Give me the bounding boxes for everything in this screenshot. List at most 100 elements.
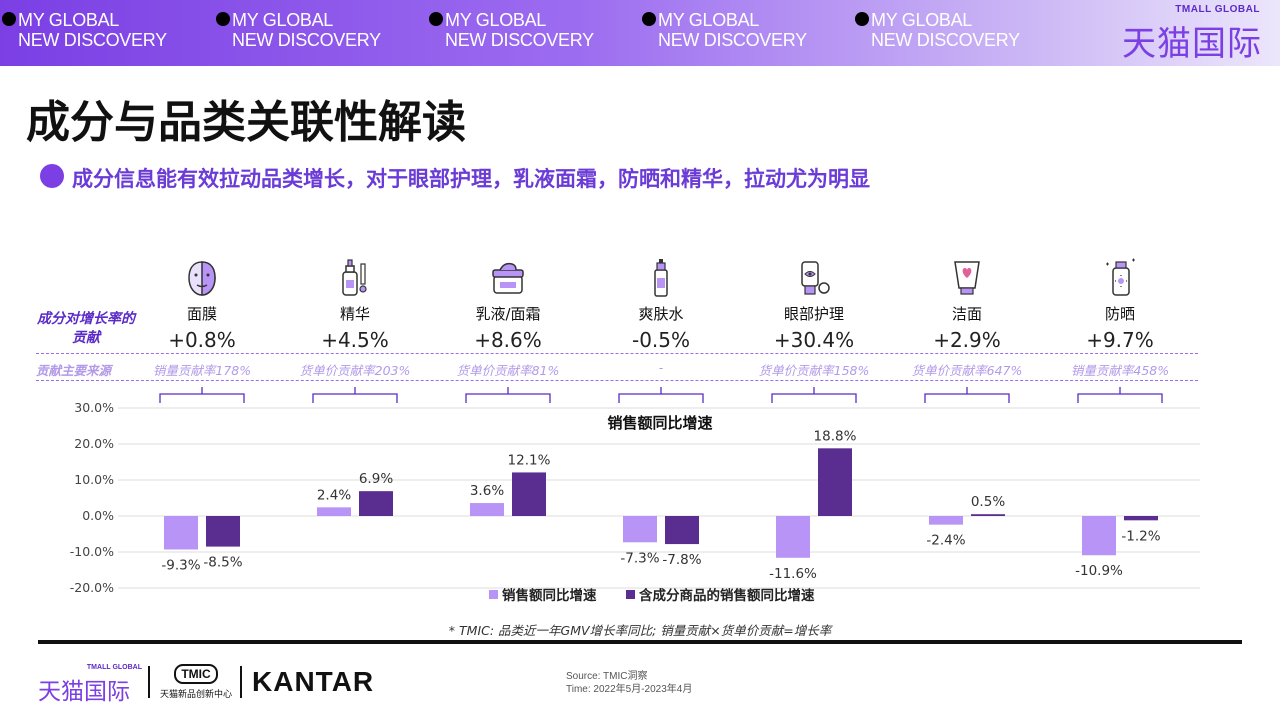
footer-brand-zh: 天猫国际	[38, 679, 130, 705]
category-brace	[1077, 387, 1163, 403]
data-label: -8.5%	[203, 555, 242, 571]
category-name: 眼部护理	[783, 305, 844, 323]
chart-bar	[470, 503, 504, 516]
data-label: 12.1%	[508, 452, 551, 468]
chart-bar	[512, 472, 546, 516]
subtitle-bullet	[40, 164, 64, 188]
tag-line-1: MY GLOBAL	[232, 10, 334, 30]
data-label: -11.6%	[769, 566, 817, 582]
y-tick-label: 20.0%	[74, 436, 114, 451]
banner-tag: MY GLOBAL NEW DISCOVERY	[429, 10, 594, 50]
data-label: -9.3%	[161, 557, 200, 573]
tag-line-1: MY GLOBAL	[658, 10, 760, 30]
brand-zh: 天猫国际	[1122, 24, 1262, 64]
tmall-global-footer-logo: TMALL GLOBAL 天猫国际	[38, 664, 142, 705]
category-name: 面膜	[186, 305, 217, 323]
chart-bar	[317, 507, 351, 516]
contribution-value: +4.5%	[321, 328, 389, 352]
category-brace	[771, 387, 857, 403]
category-brace	[465, 387, 551, 403]
data-label: -7.8%	[662, 552, 701, 568]
chart-bar	[623, 516, 657, 543]
logo-separator	[148, 666, 150, 698]
bullet-dot	[216, 12, 230, 26]
legend-label: 含成分商品的销售额同比增速	[639, 587, 815, 604]
tag-line-1: MY GLOBAL	[445, 10, 547, 30]
bullet-dot	[2, 12, 16, 26]
data-label: -10.9%	[1075, 563, 1123, 579]
data-label: 0.5%	[971, 494, 1005, 510]
chart-title: 销售额同比增速	[607, 414, 712, 432]
category-name: 爽肤水	[638, 305, 684, 323]
face-mask-icon	[188, 261, 216, 296]
cream-jar-icon	[492, 262, 524, 294]
category-brace	[312, 387, 398, 403]
source-note: Source: TMIC洞察 Time: 2022年5月-2023年4月	[566, 670, 692, 696]
category-brace	[159, 387, 245, 403]
category-name: 洁面	[951, 305, 982, 323]
contribution-source: 货单价贡献率81%	[456, 363, 560, 378]
top-banner: MY GLOBAL NEW DISCOVERY MY GLOBAL NEW DI…	[0, 0, 1280, 66]
contribution-value: +30.4%	[773, 328, 855, 352]
y-tick-label: 10.0%	[74, 472, 114, 487]
contribution-source: -	[658, 360, 664, 375]
chart-bar	[971, 514, 1005, 516]
chart-bar	[665, 516, 699, 545]
footer-brand-en: TMALL GLOBAL	[86, 664, 142, 671]
contribution-source: 货单价贡献率203%	[299, 363, 411, 378]
contribution-source: 货单价贡献率158%	[758, 363, 870, 378]
tmic-cn: 天猫新品创新中心	[159, 690, 232, 700]
kantar-logo: KANTAR	[252, 666, 375, 697]
data-label: -7.3%	[620, 550, 659, 566]
brand-en: TMALL GLOBAL	[1175, 4, 1260, 15]
tag-line-1: MY GLOBAL	[871, 10, 973, 30]
chart-bar	[929, 516, 963, 525]
bullet-dot	[642, 12, 656, 26]
bullet-dot	[429, 12, 443, 26]
chart-bar	[206, 516, 240, 547]
tag-line-2: NEW DISCOVERY	[871, 30, 1020, 50]
chart-bar	[164, 516, 198, 550]
contribution-source: 销量贡献率178%	[152, 363, 252, 378]
category-name: 防晒	[1104, 305, 1135, 323]
data-label: 3.6%	[470, 483, 504, 499]
logo-separator	[240, 666, 242, 698]
tmall-global-logo: TMALL GLOBAL 天猫国际	[1102, 4, 1262, 64]
serum-dropper-icon	[342, 259, 367, 296]
data-label: -1.2%	[1121, 528, 1160, 544]
time-line: Time: 2022年5月-2023年4月	[566, 684, 693, 695]
legend-swatch	[626, 590, 635, 599]
contribution-source: 销量贡献率458%	[1070, 363, 1170, 378]
tag-line-2: NEW DISCOVERY	[445, 30, 594, 50]
footer-rule	[38, 640, 1242, 644]
tmic-badge: TMIC	[174, 664, 218, 684]
chart-bar	[359, 491, 393, 516]
source-line: Source: TMIC洞察	[566, 671, 648, 682]
data-label: 2.4%	[317, 487, 351, 503]
contribution-value: +9.7%	[1086, 328, 1154, 352]
category-brace	[924, 387, 1010, 403]
chart-bar	[818, 448, 852, 516]
eye-care-tube-icon	[801, 261, 830, 295]
tag-line-1: MY GLOBAL	[18, 10, 120, 30]
banner-tag: MY GLOBAL NEW DISCOVERY	[216, 10, 381, 50]
bullet-dot	[855, 12, 869, 26]
chart-bar	[776, 516, 810, 558]
data-label: 18.8%	[814, 428, 857, 444]
y-tick-label: 30.0%	[74, 400, 114, 415]
data-label: 6.9%	[359, 471, 393, 487]
chart-bar	[1082, 516, 1116, 556]
category-name: 精华	[339, 305, 370, 323]
dashed-divider	[36, 380, 1198, 381]
source-row-label: 贡献主要来源	[36, 363, 112, 378]
banner-tag: MY GLOBAL NEW DISCOVERY	[642, 10, 807, 50]
contribution-row-label: 成分对增长率的贡献	[37, 311, 135, 346]
y-tick-label: 0.0%	[82, 508, 114, 523]
category-brace	[618, 387, 704, 403]
subtitle: 成分信息能有效拉动品类增长，对于眼部护理，乳液面霜，防晒和精华，拉动尤为明显	[72, 167, 870, 191]
footnote: * TMIC: 品类近一年GMV增长率同比; 销量贡献×货单价贡献=增长率	[448, 623, 832, 638]
sunscreen-bottle-icon	[1106, 258, 1135, 296]
y-tick-label: -20.0%	[70, 580, 114, 595]
contribution-value: +0.8%	[168, 328, 236, 352]
banner-tag: MY GLOBAL NEW DISCOVERY	[2, 10, 167, 50]
